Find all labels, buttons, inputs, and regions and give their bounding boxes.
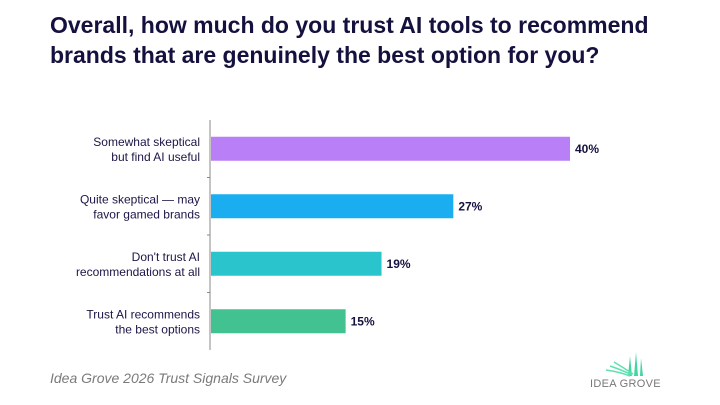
bar xyxy=(211,309,346,334)
category-label: Don't trust AI xyxy=(132,250,200,264)
logo-text: IDEA GROVE xyxy=(590,378,661,390)
category-label: Somewhat skeptical xyxy=(93,135,200,149)
source-note: Idea Grove 2026 Trust Signals Survey xyxy=(50,370,287,386)
data-label: 15% xyxy=(351,314,375,328)
category-label: but find AI useful xyxy=(111,150,200,164)
category-label: Quite skeptical — may xyxy=(80,192,200,206)
data-label: 40% xyxy=(575,142,599,156)
category-label: Trust AI recommends xyxy=(86,307,200,321)
data-label: 19% xyxy=(387,257,411,271)
chart-title: Overall, how much do you trust AI tools … xyxy=(50,12,649,68)
category-label: the best options xyxy=(115,322,200,336)
bar xyxy=(211,194,454,219)
data-label: 27% xyxy=(458,199,482,213)
category-label: recommendations at all xyxy=(76,265,200,279)
bar xyxy=(211,251,382,276)
grass-icon xyxy=(605,352,643,377)
bar xyxy=(211,136,570,161)
idea-grove-logo: IDEA GROVE xyxy=(590,350,670,395)
category-label: favor gamed brands xyxy=(93,207,200,221)
